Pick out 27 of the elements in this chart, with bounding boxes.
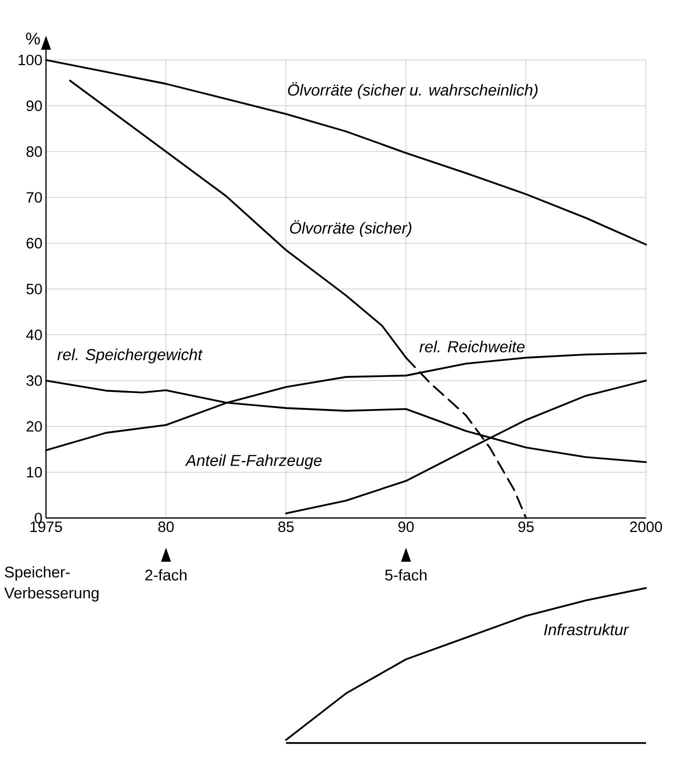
x-tick-label: 90: [398, 522, 414, 532]
y-tick-label: 50: [26, 284, 42, 294]
series-label: Infrastruktur: [544, 624, 630, 636]
y-tick-label: 60: [26, 238, 42, 248]
x-tick-label: 85: [278, 522, 294, 532]
text: 2-fach: [145, 569, 186, 581]
x-tick-label: 80: [158, 522, 174, 532]
y-tick-label: 20: [26, 421, 42, 432]
text: Speicher-Verbesserung: [4, 566, 98, 602]
y-axis-title: %: [26, 32, 40, 45]
x-tick-label: 2000: [630, 522, 662, 532]
x-tick-label: 1975: [30, 522, 62, 532]
y-tick-label: 10: [27, 466, 42, 478]
series-label: Ölvorräte (sicher u. wahrscheinlich): [288, 82, 538, 99]
y-tick-label: 40: [26, 330, 42, 340]
y-tick-label: 70: [26, 192, 42, 203]
y-tick-label: 90: [26, 100, 42, 112]
y-tick-label: 100: [18, 54, 42, 66]
x-tick-label: 95: [518, 522, 534, 532]
y-tick-label: 30: [26, 375, 42, 386]
series-label: Ölvorräte (sicher): [290, 220, 412, 237]
series-label: rel. Reichweite: [419, 340, 525, 352]
text: 5-fach: [385, 569, 426, 581]
y-tick-label: 80: [26, 146, 42, 157]
y-tick-label: 0: [34, 512, 42, 524]
series-label: rel. Speichergewicht: [57, 348, 203, 364]
text: Anteil E-Fahrzeuge: [184, 454, 322, 470]
